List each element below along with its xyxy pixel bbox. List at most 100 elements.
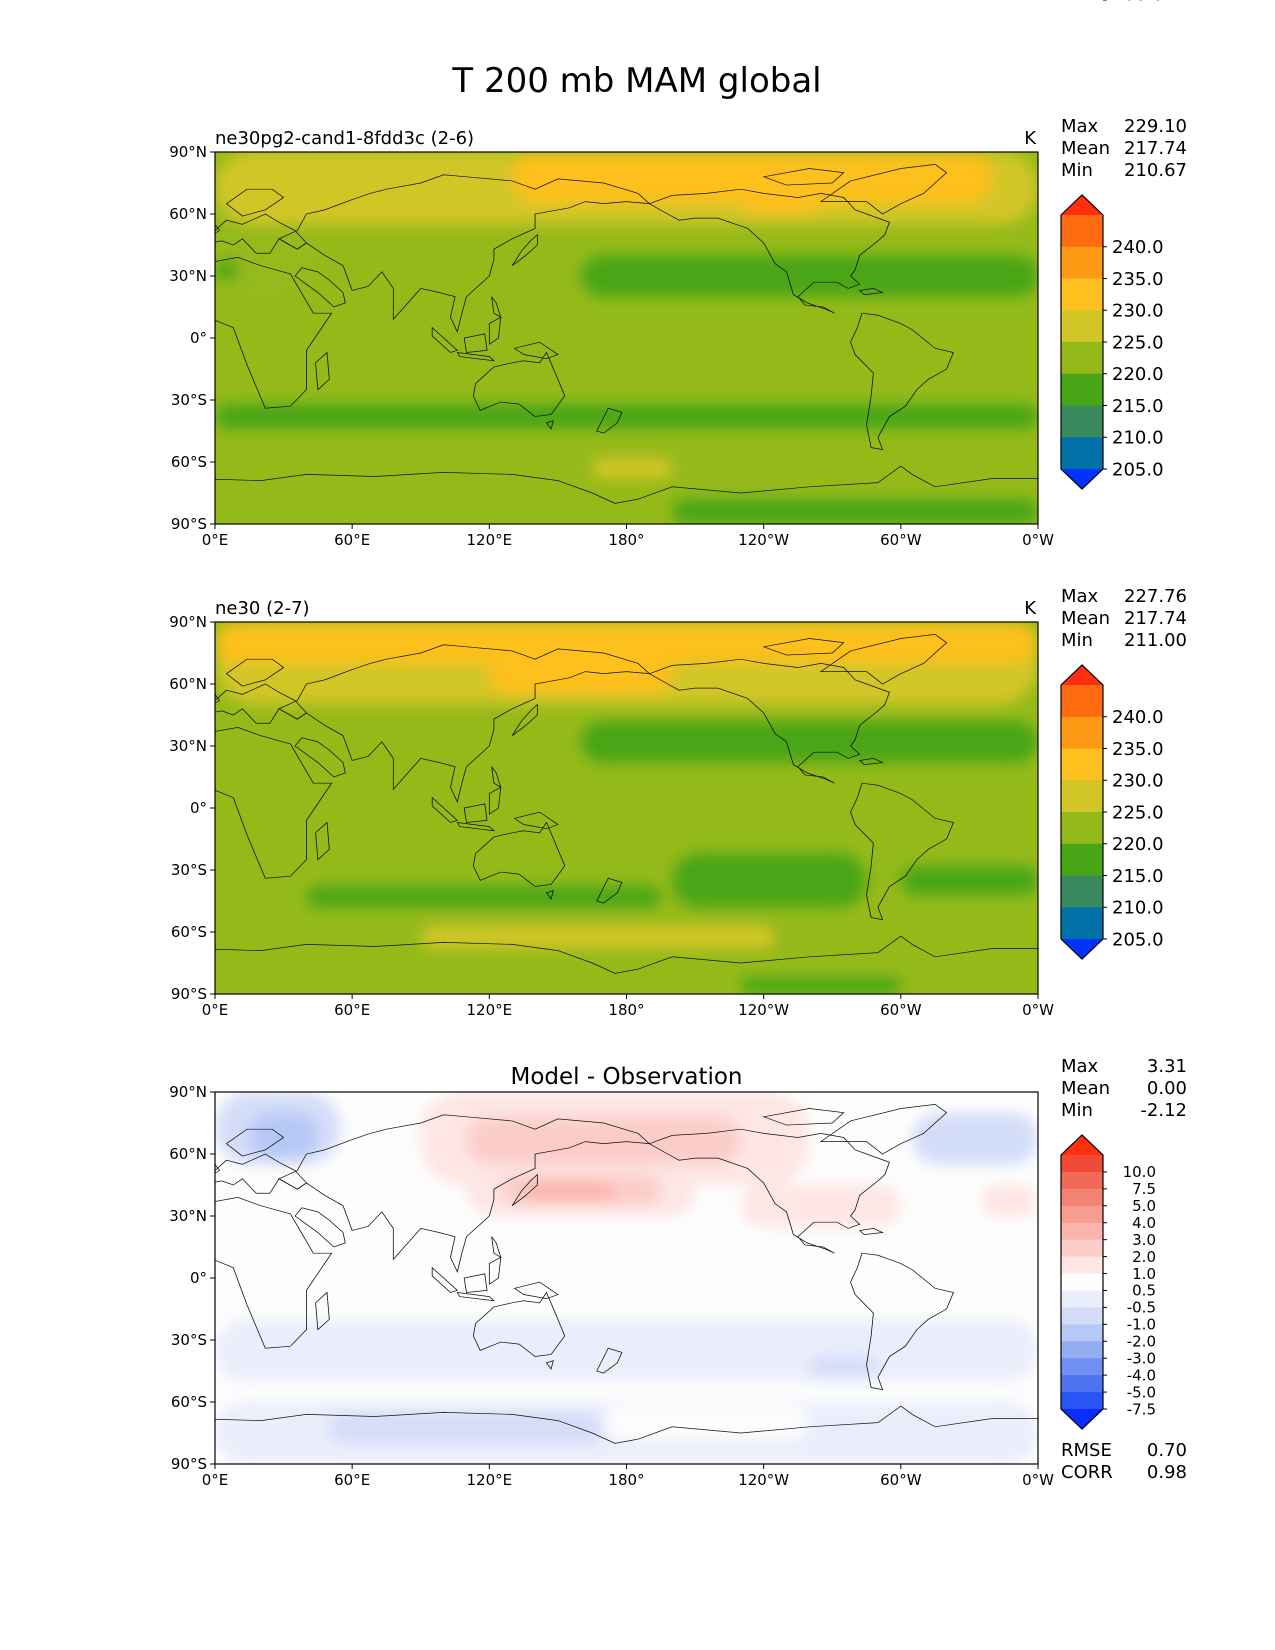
field-region bbox=[900, 865, 1038, 895]
field-region bbox=[580, 255, 1038, 297]
colorbar-segment bbox=[1061, 812, 1103, 845]
y-tick-label: 60°S bbox=[171, 1393, 207, 1411]
colorbar-extend-bottom bbox=[1061, 939, 1103, 959]
y-tick-label: 30°S bbox=[171, 1331, 207, 1349]
colorbar-segment bbox=[1061, 310, 1103, 343]
field-region bbox=[592, 457, 673, 479]
stat-value: 211.00 bbox=[1124, 630, 1187, 651]
stat-label: Mean bbox=[1061, 1078, 1110, 1099]
colorbar-extend-top bbox=[1061, 665, 1103, 685]
colorbar-segment bbox=[1061, 1171, 1103, 1190]
y-tick-label: 90°S bbox=[171, 515, 207, 533]
y-tick-label: 0° bbox=[190, 329, 207, 347]
panel-2: 0°E 60°E 120°E 180° 120°W 60°W 0°W 90°N 60°N 30°N… bbox=[169, 0, 1187, 1019]
y-tick-label: 60°S bbox=[171, 453, 207, 471]
x-tick-label: 0°E bbox=[202, 1001, 229, 1019]
colorbar-segment bbox=[1061, 1239, 1103, 1258]
field-region bbox=[420, 925, 776, 949]
colorbar-segment bbox=[1061, 278, 1103, 311]
colorbar-tick-label: 0.5 bbox=[1132, 1282, 1156, 1300]
field-region bbox=[215, 224, 318, 293]
stat-label: Max bbox=[1061, 1056, 1099, 1077]
colorbar-tick-label: 205.0 bbox=[1112, 929, 1164, 950]
colorbar-tick-label: 225.0 bbox=[1112, 802, 1164, 823]
stat-value: 217.74 bbox=[1124, 138, 1187, 159]
colorbar-tick-label: 220.0 bbox=[1112, 834, 1164, 855]
y-tick-label: 0° bbox=[190, 1269, 207, 1287]
colorbar-segment bbox=[1061, 1358, 1103, 1376]
colorbar-segment bbox=[1061, 1273, 1103, 1291]
field-region bbox=[523, 1182, 616, 1200]
panel-title-left: ne30 (2-7) bbox=[215, 598, 310, 619]
colorbar-segment bbox=[1061, 685, 1103, 718]
field-region bbox=[912, 1112, 1038, 1165]
x-tick-label: 60°W bbox=[880, 531, 922, 549]
stat-value: 229.10 bbox=[1124, 116, 1187, 137]
colorbar-tick-label: 4.0 bbox=[1132, 1214, 1156, 1232]
map-field bbox=[215, 1092, 1038, 1464]
colorbar-segment bbox=[1061, 1222, 1103, 1241]
stat-label: Max bbox=[1061, 586, 1099, 607]
colorbar-tick-label: 10.0 bbox=[1123, 1163, 1156, 1181]
x-tick-label: 120°E bbox=[467, 1471, 513, 1489]
field-region bbox=[512, 152, 993, 204]
colorbar-tick-label: 205.0 bbox=[1112, 459, 1164, 480]
stat-label: Min bbox=[1061, 160, 1093, 181]
colorbar-tick-label: -10.0 bbox=[1117, 0, 1156, 4]
colorbar-segment bbox=[1061, 1341, 1103, 1359]
panel-title-center: Model - Observation bbox=[510, 1064, 742, 1090]
x-tick-label: 180° bbox=[608, 1471, 644, 1489]
y-tick-label: 90°N bbox=[169, 1083, 207, 1101]
x-tick-label: 60°E bbox=[334, 531, 370, 549]
x-tick-label: 60°E bbox=[334, 1471, 370, 1489]
x-tick-label: 60°W bbox=[880, 1471, 922, 1489]
field-region bbox=[466, 1116, 741, 1165]
colorbar-tick-label: -7.5 bbox=[1127, 1400, 1156, 1418]
colorbar-tick-label: 2.0 bbox=[1132, 1248, 1156, 1266]
panel-units: K bbox=[1024, 128, 1037, 149]
x-tick-label: 0°W bbox=[1022, 1471, 1054, 1489]
colorbar: 240.0 235.0 230.0 225.0 220.0 215.0 210.0 205.0… bbox=[1060, 0, 1164, 960]
colorbar-tick-label: 240.0 bbox=[1112, 237, 1164, 258]
colorbar-segment bbox=[1061, 748, 1103, 781]
y-tick-label: 60°N bbox=[169, 205, 207, 223]
y-tick-label: 60°N bbox=[169, 1145, 207, 1163]
x-tick-label: 60°E bbox=[334, 1001, 370, 1019]
colorbar-segment bbox=[1061, 875, 1103, 908]
field-region bbox=[672, 499, 1038, 524]
field-region bbox=[215, 1319, 1038, 1382]
colorbar-tick-label: 5.0 bbox=[1132, 1197, 1156, 1215]
panel-title-left: ne30pg2-cand1-8fdd3c (2-6) bbox=[215, 128, 474, 149]
colorbar-segment bbox=[1061, 342, 1103, 375]
y-tick-label: 0° bbox=[190, 799, 207, 817]
field-region bbox=[306, 886, 661, 908]
colorbar-tick-label: -4.0 bbox=[1127, 1366, 1156, 1384]
colorbar-extend-top bbox=[1061, 1135, 1103, 1155]
colorbar: 10.07.55.04.03.02.01.00.5-0.5-1.0-2.0-3.… bbox=[1060, 0, 1156, 1430]
colorbar-tick-label: 230.0 bbox=[1112, 771, 1164, 792]
stat-label: Mean bbox=[1061, 608, 1110, 629]
colorbar-segment bbox=[1061, 437, 1103, 470]
colorbar-segment bbox=[1061, 215, 1103, 248]
stat-value: 210.67 bbox=[1124, 160, 1187, 181]
colorbar: 240.0 235.0 230.0 225.0 220.0 215.0 210.0 205.0… bbox=[1060, 0, 1164, 490]
colorbar-tick-label: -1.0 bbox=[1127, 1316, 1156, 1334]
stat-value: 227.76 bbox=[1124, 586, 1187, 607]
colorbar-extend-bottom bbox=[1061, 469, 1103, 489]
colorbar-segment bbox=[1061, 1188, 1103, 1207]
colorbar-tick-label: -3.0 bbox=[1127, 1349, 1156, 1367]
y-tick-label: 30°S bbox=[171, 391, 207, 409]
stat-label: Mean bbox=[1061, 138, 1110, 159]
colorbar-segment bbox=[1061, 1324, 1103, 1342]
colorbar-segment bbox=[1061, 246, 1103, 279]
x-tick-label: 120°W bbox=[738, 1471, 789, 1489]
field-region bbox=[980, 1185, 1038, 1216]
x-tick-label: 0°W bbox=[1022, 1001, 1054, 1019]
y-tick-label: 30°N bbox=[169, 737, 207, 755]
colorbar-segment bbox=[1061, 1307, 1103, 1325]
colorbar-tick-label: 7.5 bbox=[1132, 1180, 1156, 1198]
y-tick-label: 60°N bbox=[169, 675, 207, 693]
colorbar-tick-label: 240.0 bbox=[1112, 707, 1164, 728]
stat-label: Min bbox=[1061, 630, 1093, 651]
panel-units: K bbox=[1024, 598, 1037, 619]
